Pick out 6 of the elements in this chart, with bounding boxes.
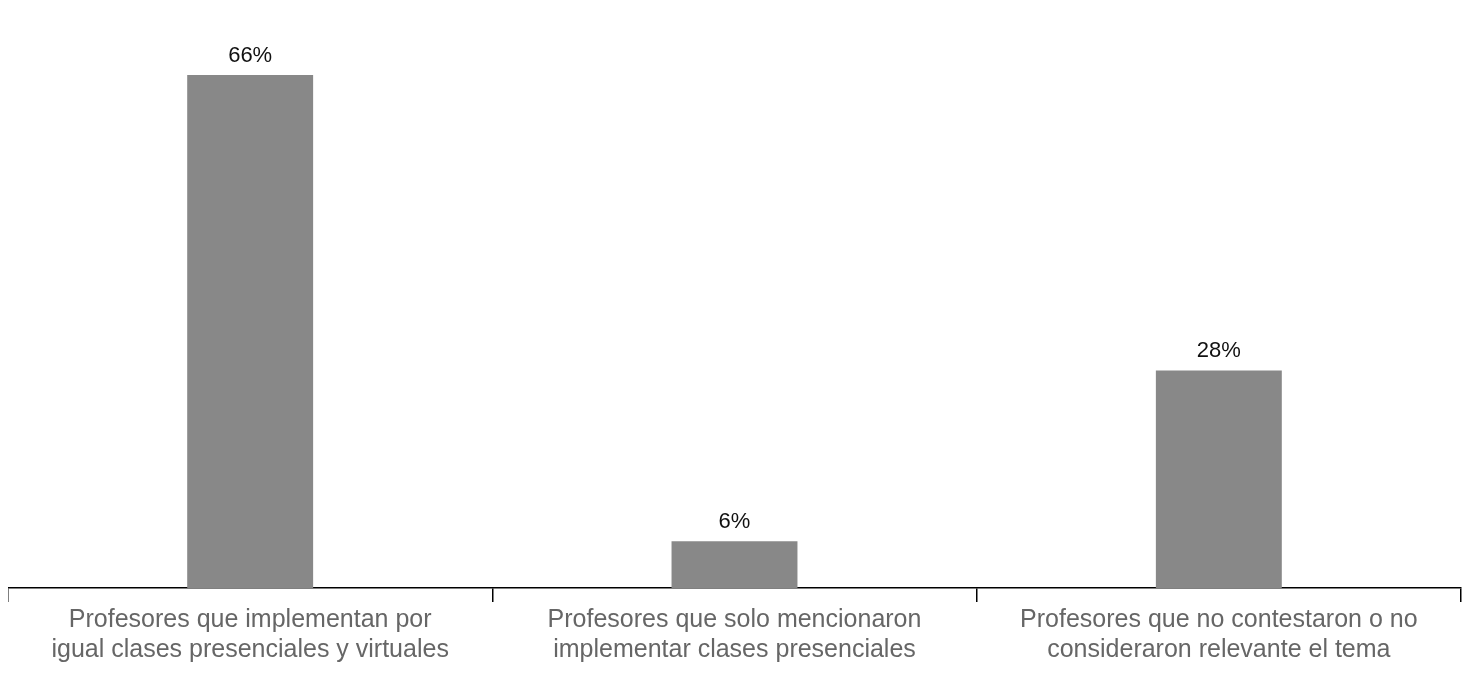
x-tick-label: Profesores que no contestaron o no consideraron relevante el tema bbox=[1020, 603, 1418, 662]
data-label: 28% bbox=[1196, 337, 1241, 363]
x-tick-label: Profesores que implementan por igual clases presenciales y virtuales bbox=[51, 603, 449, 662]
x-tick-label: Profesores que solo mencionaron implementar clases presenciales bbox=[547, 603, 922, 662]
data-label: 66% bbox=[228, 42, 273, 68]
data-label: 6% bbox=[718, 508, 751, 534]
